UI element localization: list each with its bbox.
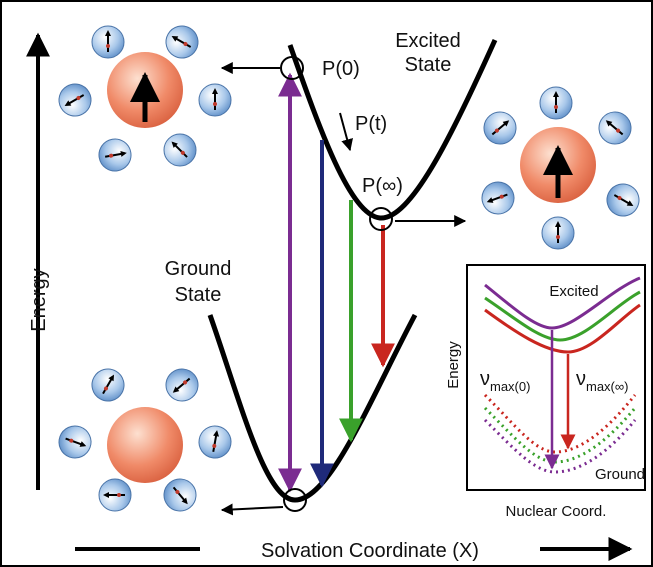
inset-ground-label: Ground (595, 466, 645, 483)
diagram: Energy Solvation Coordinate (X) P(0) P(t… (0, 0, 653, 567)
label-part: Ground (165, 258, 232, 280)
y-axis-label: Energy (28, 268, 50, 331)
solvent (157, 472, 202, 517)
pointer-arrow (222, 507, 283, 510)
solvent (477, 105, 522, 150)
solvent (99, 479, 131, 511)
solute (107, 407, 183, 483)
label-part: State (175, 284, 222, 306)
solvent (53, 78, 97, 122)
cluster (53, 20, 231, 173)
point-label: P(t) (355, 113, 387, 135)
solvent (199, 84, 231, 116)
solvent (86, 363, 130, 407)
inset-excited-label: Excited (549, 283, 598, 300)
cluster (477, 87, 644, 249)
solvent (601, 178, 645, 222)
label-part: ν (480, 368, 490, 390)
solvent (96, 136, 133, 173)
inset-x-axis-label: Nuclear Coord. (506, 503, 607, 520)
label-part: max(∞) (586, 379, 629, 394)
solvent (160, 20, 204, 64)
solvent (592, 105, 637, 150)
solvent (477, 177, 518, 218)
solvent (540, 87, 572, 119)
solvent (159, 362, 204, 407)
solvent (157, 127, 202, 172)
x-axis-label: Solvation Coordinate (X) (261, 540, 479, 562)
solvent (196, 423, 233, 460)
solvent (542, 217, 574, 249)
label-part: max(0) (490, 379, 530, 394)
solvent (54, 421, 95, 462)
ground-label: Ground State (165, 258, 232, 306)
inset-y-axis-label: Energy (445, 341, 462, 389)
cluster (54, 362, 233, 517)
point-label: P(∞) (362, 175, 403, 197)
point-label: P(0) (322, 58, 360, 80)
label-part: State (405, 54, 452, 76)
label-part: ν (576, 368, 586, 390)
pointer-arrow (340, 113, 350, 150)
solvent (92, 26, 124, 58)
label-part: Excited (395, 30, 461, 52)
